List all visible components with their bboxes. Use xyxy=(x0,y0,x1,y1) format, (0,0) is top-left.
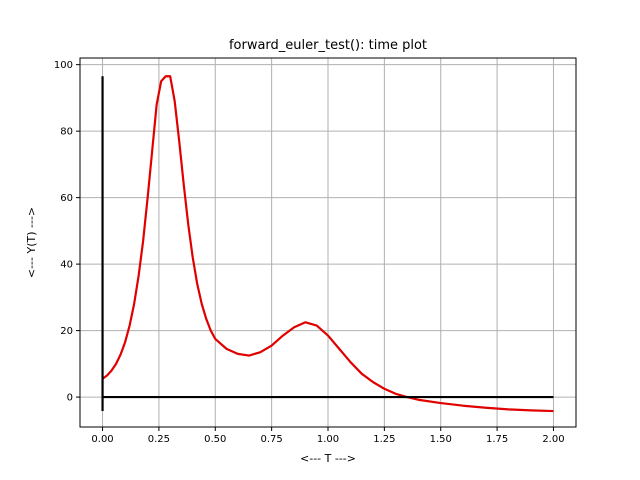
y-tick-label: 100 xyxy=(54,60,73,71)
grid xyxy=(80,58,576,427)
y-tick-label: 40 xyxy=(60,260,73,271)
x-tick-label: 2.00 xyxy=(542,434,564,445)
x-tick-label: 0.00 xyxy=(91,434,113,445)
x-axis-ticks: 0.00 0.25 0.50 0.75 1.00 1.25 1.50 1.75 2.00 xyxy=(91,427,565,445)
x-tick-label: 0.25 xyxy=(148,434,170,445)
y-axis-ticks: 0 20 40 60 80 100 xyxy=(54,60,80,404)
y-tick-label: 60 xyxy=(60,193,73,204)
y-tick-label: 20 xyxy=(60,326,73,337)
x-tick-label: 1.50 xyxy=(430,434,452,445)
x-tick-label: 1.25 xyxy=(373,434,395,445)
y-axis-label: <--- Y(T) ---> xyxy=(25,207,38,278)
x-tick-label: 0.50 xyxy=(204,434,226,445)
x-tick-label: 1.00 xyxy=(317,434,339,445)
y-tick-label: 0 xyxy=(67,393,73,404)
series-layer xyxy=(101,75,554,413)
chart-title: forward_euler_test(): time plot xyxy=(229,38,427,53)
y-tick-label: 80 xyxy=(60,127,73,138)
x-axis-label: <--- T ---> xyxy=(300,452,356,465)
x-tick-label: 1.75 xyxy=(486,434,508,445)
x-tick-label: 0.75 xyxy=(261,434,283,445)
series-line-0 xyxy=(101,75,554,413)
